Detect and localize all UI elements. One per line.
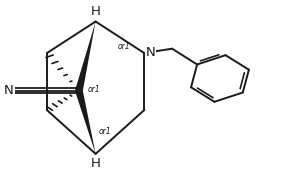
Text: N: N [4,84,14,97]
Text: or1: or1 [98,127,111,136]
Polygon shape [75,22,96,91]
Text: H: H [91,5,101,18]
Text: or1: or1 [87,85,100,94]
Polygon shape [75,90,96,154]
Text: N: N [146,46,155,59]
Text: or1: or1 [118,42,131,51]
Text: H: H [91,158,101,171]
